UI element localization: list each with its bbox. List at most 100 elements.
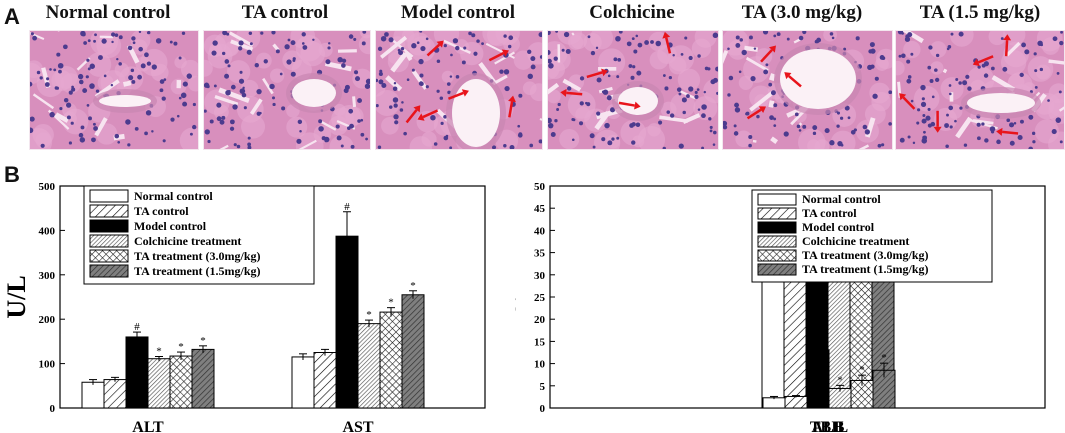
nucleus	[63, 44, 68, 50]
sinusoid	[219, 144, 229, 149]
nucleus	[221, 115, 226, 120]
arrow-shaft	[1002, 130, 1019, 135]
nucleus	[213, 84, 217, 88]
nucleus	[284, 44, 290, 50]
nucleus	[216, 116, 222, 122]
nucleus	[1034, 69, 1038, 73]
nucleus	[590, 50, 596, 56]
cytoplasm-blob	[738, 75, 754, 90]
panel-a-label: A	[4, 4, 20, 29]
nucleus	[341, 58, 347, 63]
cytoplasm-blob	[593, 129, 621, 149]
nucleus	[616, 75, 620, 79]
nucleus	[753, 47, 757, 50]
title-ta-3mg: TA (3.0 mg/kg)	[741, 2, 863, 23]
nucleus	[927, 107, 931, 111]
legend-swatch	[89, 189, 129, 203]
legend-label: Normal control	[134, 189, 213, 203]
bar-chart-alt-ast: 0 100 200 300 400 500 U/L # * * * ALT # * * * AST Normal …	[2, 181, 486, 433]
nucleus	[110, 83, 114, 87]
cytoplasm-blob	[903, 40, 921, 59]
nucleus	[226, 32, 230, 36]
bar	[291, 356, 315, 409]
micrograph-ta-1-5mg	[895, 30, 1065, 150]
nucleus	[712, 143, 716, 146]
nucleus	[243, 106, 247, 110]
title-ta-1-5mg: TA (1.5 mg/kg)	[919, 2, 1041, 23]
nucleus	[230, 84, 236, 90]
nucleus	[292, 59, 296, 62]
cytoplasm-blob	[329, 135, 354, 149]
nucleus	[151, 64, 157, 70]
nucleus	[672, 53, 675, 57]
bar	[191, 348, 215, 409]
nucleus	[867, 64, 873, 71]
significance-mark: *	[410, 280, 416, 292]
nucleus	[530, 64, 536, 70]
cytoplasm-blob	[441, 70, 454, 83]
nucleus	[144, 131, 148, 136]
nucleus	[89, 83, 95, 89]
nucleus	[275, 49, 280, 54]
nucleus	[95, 89, 100, 93]
nucleus	[430, 114, 436, 121]
nucleus	[592, 145, 596, 149]
arrow-head	[413, 105, 421, 113]
nucleus	[611, 137, 615, 141]
cytoplasm-blob	[677, 68, 701, 91]
nucleus	[579, 121, 584, 126]
nucleus	[527, 49, 532, 54]
nucleus	[928, 45, 933, 50]
nucleus	[93, 39, 96, 43]
cytoplasm-blob	[529, 83, 542, 102]
cytoplasm-blob	[1003, 31, 1026, 46]
nucleus	[40, 143, 45, 148]
cytoplasm-blob	[896, 60, 905, 76]
nucleus	[54, 86, 58, 90]
nucleus	[733, 131, 739, 136]
nucleus	[548, 117, 552, 124]
nucleus	[389, 105, 393, 109]
significance-mark: *	[388, 297, 394, 309]
nucleus	[794, 112, 799, 117]
nucleus	[716, 91, 718, 95]
bar	[335, 235, 359, 409]
nucleus	[420, 45, 426, 52]
nucleus	[325, 59, 331, 65]
y-tick-label: 50	[534, 181, 546, 193]
nucleus	[631, 140, 636, 145]
nucleus	[233, 143, 237, 147]
nucleus	[377, 145, 382, 149]
nucleus	[189, 132, 193, 136]
nucleus	[151, 130, 154, 133]
nucleus	[977, 65, 981, 69]
cytoplasm-blob	[269, 68, 285, 83]
sinusoid	[272, 43, 280, 52]
nucleus	[263, 59, 268, 64]
nucleus	[812, 131, 817, 136]
nucleus	[869, 42, 875, 48]
cytoplasm-blob	[421, 131, 437, 147]
nucleus	[1028, 146, 1034, 149]
nucleus	[439, 96, 444, 100]
nucleus	[901, 53, 906, 59]
nucleus	[117, 140, 121, 144]
nucleus	[812, 125, 818, 131]
nucleus	[555, 31, 559, 33]
sinusoid	[571, 32, 575, 36]
nucleus	[604, 122, 610, 129]
nucleus	[98, 55, 103, 60]
nucleus	[745, 112, 749, 116]
nucleus	[728, 75, 734, 81]
arrow-head	[461, 89, 469, 97]
nucleus	[635, 34, 639, 38]
nucleus	[260, 31, 264, 35]
nucleus	[445, 134, 449, 138]
nucleus	[844, 105, 850, 111]
arrow-head	[417, 113, 425, 121]
significance-mark: *	[859, 364, 865, 376]
nucleus	[556, 108, 560, 111]
nucleus	[204, 129, 210, 135]
nucleus	[527, 73, 533, 80]
nucleus	[481, 42, 484, 46]
